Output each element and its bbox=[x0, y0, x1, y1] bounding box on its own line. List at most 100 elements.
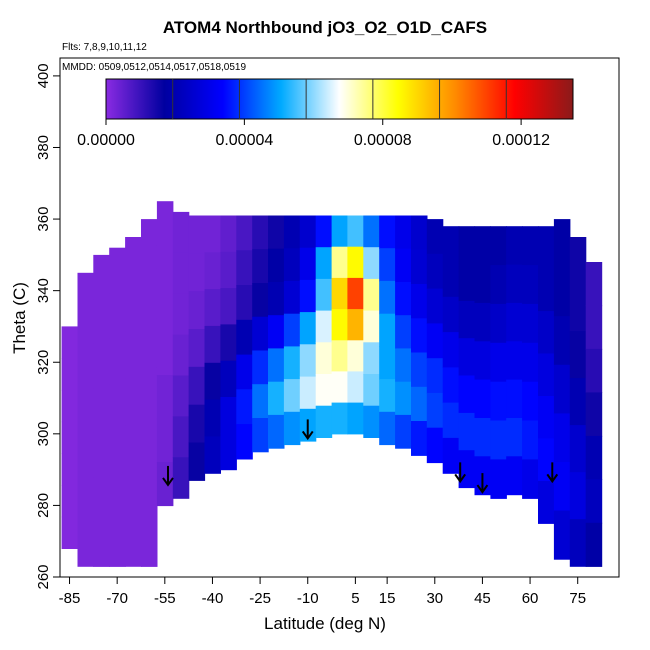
heatmap-cell bbox=[506, 264, 523, 304]
profile-arrow-marker bbox=[454, 462, 467, 484]
heatmap-cell bbox=[585, 262, 603, 307]
x-tick-label: 5 bbox=[351, 590, 359, 607]
heatmap-cell bbox=[553, 364, 571, 414]
heatmap-cell bbox=[141, 219, 158, 270]
heatmap-layer bbox=[61, 201, 603, 567]
heatmap-cell bbox=[379, 379, 396, 413]
heatmap-cell bbox=[125, 378, 142, 426]
colorbar-bar bbox=[105, 78, 574, 120]
chart-title: ATOM4 Northbound jO3_O2_O1D_CAFS bbox=[162, 18, 488, 37]
y-tick-label: 400 bbox=[35, 63, 52, 88]
heatmap-cell bbox=[315, 310, 333, 343]
heatmap-cell bbox=[172, 375, 190, 417]
heatmap-cell bbox=[220, 360, 237, 398]
heatmap-cell bbox=[379, 248, 396, 282]
heatmap-cell bbox=[363, 342, 380, 375]
heatmap-cell bbox=[506, 418, 523, 457]
heatmap-cell bbox=[268, 215, 285, 250]
heatmap-cell bbox=[283, 280, 301, 315]
heatmap-cell bbox=[268, 282, 285, 316]
heatmap-cell bbox=[141, 467, 158, 518]
heatmap-cell bbox=[61, 516, 79, 549]
heatmap-cell bbox=[506, 226, 523, 266]
heatmap-cell bbox=[220, 251, 237, 289]
heatmap-cell bbox=[538, 353, 555, 397]
heatmap-cell bbox=[522, 342, 539, 383]
heatmap-cell bbox=[188, 404, 206, 444]
heatmap-cell bbox=[426, 219, 444, 255]
heatmap-cell bbox=[283, 248, 301, 282]
heatmap-cell bbox=[252, 350, 269, 385]
heatmap-cell bbox=[236, 319, 253, 356]
heatmap-cell bbox=[172, 457, 190, 499]
heatmap-cell bbox=[204, 399, 221, 437]
heatmap-cell bbox=[252, 249, 269, 284]
heatmap-cell bbox=[141, 367, 158, 419]
x-tick-label: 45 bbox=[474, 590, 491, 607]
heatmap-cell bbox=[411, 215, 428, 251]
heatmap-cell bbox=[61, 485, 79, 518]
heatmap-cell bbox=[395, 248, 412, 283]
heatmap-cell bbox=[474, 226, 491, 266]
heatmap-cell bbox=[252, 283, 269, 318]
heatmap-cell bbox=[268, 381, 285, 416]
heatmap-cell bbox=[553, 316, 571, 366]
profile-marks-layer bbox=[162, 419, 559, 494]
heatmap-cell bbox=[156, 418, 174, 463]
heatmap-cell bbox=[220, 397, 237, 434]
heatmap-cell bbox=[141, 318, 158, 369]
heatmap-cell bbox=[204, 215, 221, 253]
heatmap-cell bbox=[458, 263, 476, 302]
heatmap-cell bbox=[411, 421, 428, 456]
heatmap-cell bbox=[569, 331, 587, 379]
heatmap-cell bbox=[125, 425, 142, 473]
heatmap-cell bbox=[490, 265, 507, 305]
heatmap-cell bbox=[236, 389, 253, 425]
heatmap-cell bbox=[315, 215, 333, 248]
heatmap-cell bbox=[522, 265, 539, 305]
heatmap-cell bbox=[379, 346, 396, 380]
heatmap-cell bbox=[61, 389, 79, 423]
heatmap-cell bbox=[315, 405, 333, 438]
heatmap-cell bbox=[268, 348, 285, 383]
heatmap-cell bbox=[522, 303, 539, 344]
heatmap-cell bbox=[299, 215, 317, 249]
x-tick-label: 60 bbox=[522, 590, 539, 607]
heatmap-cell bbox=[268, 248, 285, 283]
profile-arrow-marker bbox=[546, 462, 559, 484]
profile-arrow-marker bbox=[301, 419, 314, 441]
heatmap-cell bbox=[569, 378, 587, 426]
heatmap-cell bbox=[188, 366, 206, 406]
heatmap-cell bbox=[347, 246, 364, 279]
heatmap-cell bbox=[93, 299, 110, 345]
heatmap-cell bbox=[331, 309, 349, 341]
heatmap-cell bbox=[77, 398, 94, 441]
y-axis-label: Theta (C) bbox=[10, 282, 29, 354]
heatmap-cell bbox=[236, 250, 253, 286]
heatmap-cell bbox=[172, 334, 190, 377]
y-tick-label: 300 bbox=[35, 421, 52, 446]
dates-note: MMDD: 0509,0512,0514,0517,0518,0519 bbox=[62, 62, 247, 73]
heatmap-cell bbox=[331, 215, 349, 248]
heatmap-cell bbox=[236, 285, 253, 321]
heatmap-cell bbox=[442, 332, 460, 368]
heatmap-cell bbox=[188, 253, 206, 292]
heatmap-cell bbox=[156, 288, 174, 333]
heatmap-cell bbox=[283, 346, 301, 380]
heatmap-cell bbox=[93, 388, 110, 434]
heatmap-cell bbox=[299, 312, 317, 345]
heatmap-cell bbox=[538, 268, 555, 312]
y-tick-label: 360 bbox=[35, 207, 52, 232]
heatmap-cell bbox=[458, 338, 476, 377]
heatmap-cell bbox=[379, 411, 396, 446]
heatmap-cell bbox=[204, 436, 221, 474]
heatmap-cell bbox=[109, 520, 126, 567]
heatmap-cell bbox=[585, 479, 603, 524]
heatmap-cell bbox=[363, 247, 380, 280]
y-tick-label: 340 bbox=[35, 278, 52, 303]
heatmap-cell bbox=[474, 302, 491, 342]
y-tick-label: 280 bbox=[35, 493, 52, 518]
heatmap-cell bbox=[458, 300, 476, 339]
heatmap-cell bbox=[442, 437, 460, 474]
heatmap-cell bbox=[188, 215, 206, 254]
